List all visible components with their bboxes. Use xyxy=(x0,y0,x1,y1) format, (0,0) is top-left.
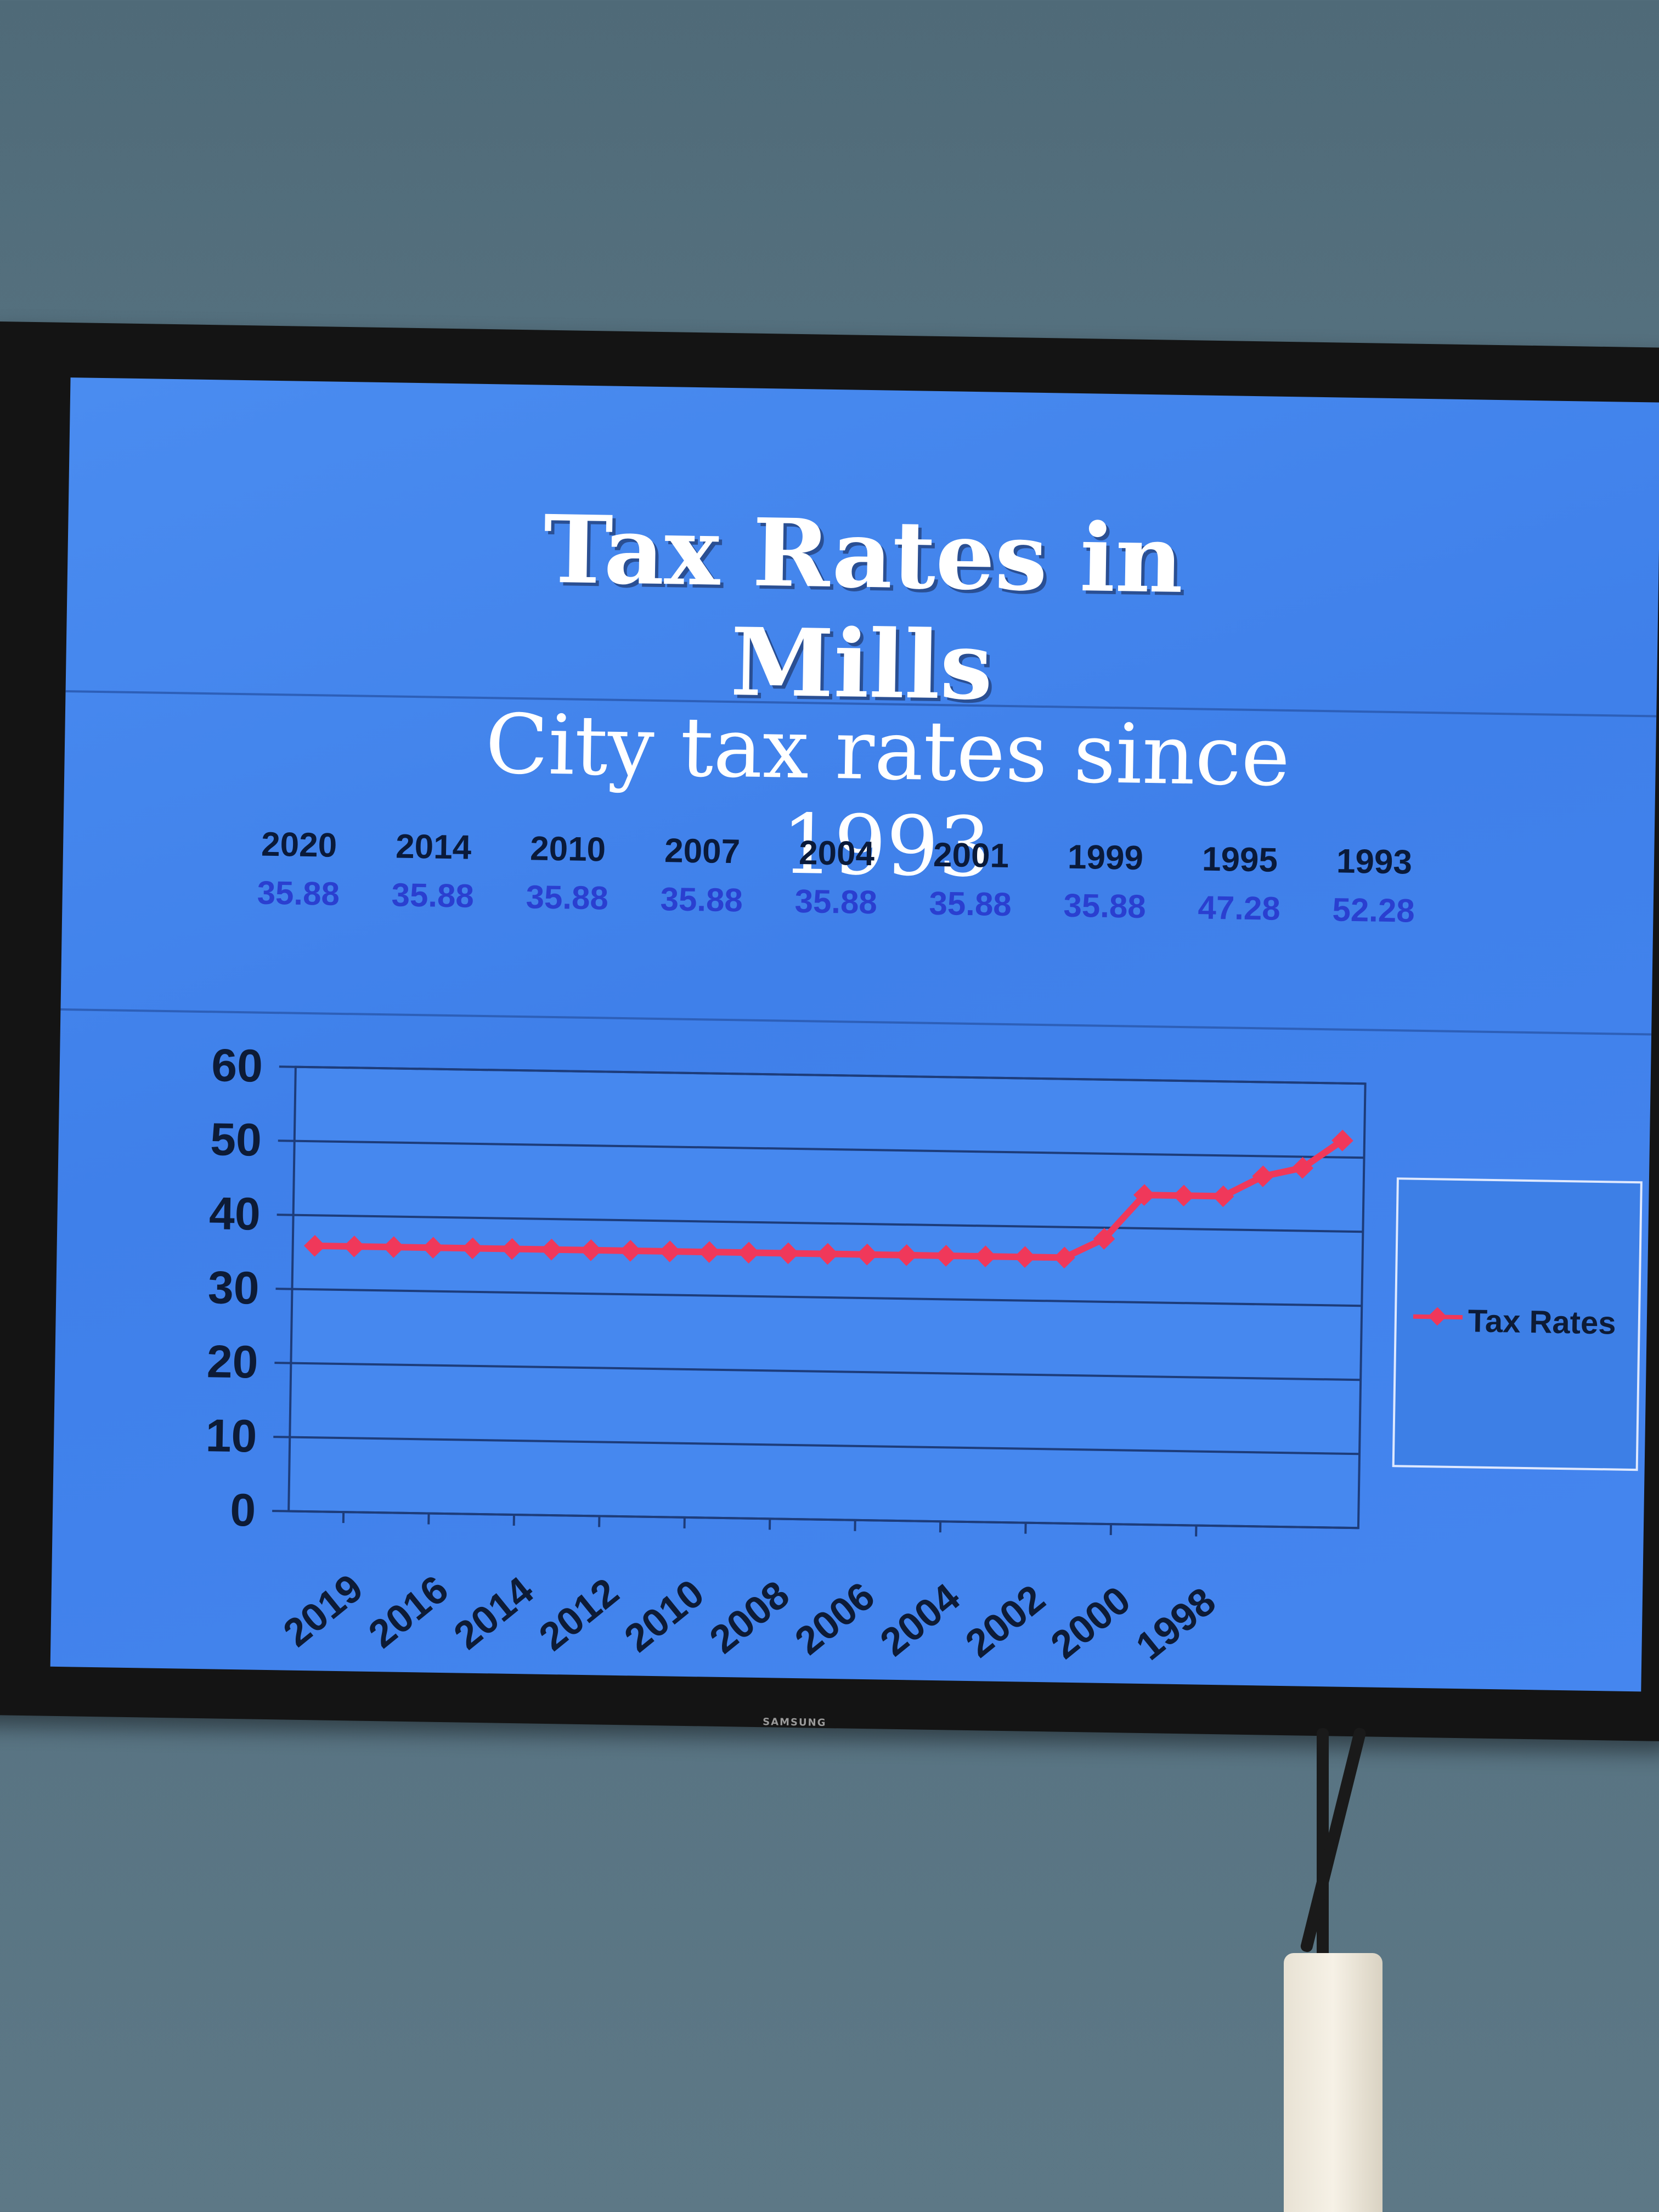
rates-table-column: 2020 35.88 xyxy=(238,825,359,913)
x-tick-label: 2014 xyxy=(446,1568,542,1658)
rates-table-year: 2004 xyxy=(798,834,875,873)
y-tick-label: 30 xyxy=(207,1261,259,1313)
tax-rates-data-point xyxy=(856,1243,878,1266)
y-gridline xyxy=(272,1510,1358,1530)
tax-rates-data-point xyxy=(1133,1184,1155,1206)
rates-table-year: 2007 xyxy=(664,832,741,871)
tv-frame: Tax Rates in Mills City tax rates since … xyxy=(0,321,1659,1742)
rates-table-rate: 35.88 xyxy=(391,876,475,915)
rates-table-column: 1995 47.28 xyxy=(1178,839,1300,928)
tax-rates-data-point xyxy=(1291,1156,1314,1179)
y-tick-label: 0 xyxy=(230,1484,256,1536)
x-tick-label: 2019 xyxy=(275,1566,371,1655)
tax-rates-data-point xyxy=(1053,1246,1075,1269)
tax-rates-data-point xyxy=(1212,1185,1234,1207)
rates-table-year: 1999 xyxy=(1067,838,1144,877)
rates-table-year: 1995 xyxy=(1201,840,1278,879)
rates-table-year: 1993 xyxy=(1336,842,1413,882)
tax-rates-data-point xyxy=(1093,1228,1115,1250)
rates-table-rate: 35.88 xyxy=(1063,887,1147,925)
rates-table-rate: 35.88 xyxy=(929,884,1012,923)
rates-table-column: 2001 35.88 xyxy=(910,835,1031,923)
x-tick-label: 1998 xyxy=(1128,1579,1224,1669)
rates-table-column: 2007 35.88 xyxy=(641,831,763,919)
tax-rates-data-point xyxy=(580,1239,602,1261)
tax-rates-data-point xyxy=(619,1240,641,1262)
rates-table-column: 2014 35.88 xyxy=(372,827,494,915)
x-tick-label: 2006 xyxy=(787,1574,883,1663)
x-tick-label: 2002 xyxy=(957,1577,1053,1666)
rates-table-column: 2004 35.88 xyxy=(775,833,897,921)
slide-title: Tax Rates in Mills xyxy=(543,494,1184,721)
y-gridline xyxy=(273,1436,1360,1455)
chart-legend: Tax Rates xyxy=(1392,1177,1643,1471)
rates-table-rate: 52.28 xyxy=(1331,891,1415,929)
tax-rates-data-point xyxy=(540,1238,563,1261)
y-gridline xyxy=(278,1139,1364,1159)
x-tick-label: 2004 xyxy=(872,1575,968,1664)
x-tick-label: 2010 xyxy=(617,1571,713,1661)
tax-rates-data-point xyxy=(698,1241,720,1263)
cable-conduit xyxy=(1284,1953,1383,2212)
x-tick-label: 2008 xyxy=(702,1572,798,1662)
tax-rates-data-point xyxy=(816,1243,839,1265)
tax-rates-data-point xyxy=(501,1238,523,1260)
y-tick-label: 60 xyxy=(211,1039,263,1091)
tax-rates-data-point xyxy=(303,1235,326,1257)
rates-table-year: 2020 xyxy=(261,825,337,865)
rates-table-year: 2001 xyxy=(933,836,1009,876)
y-tick-label: 50 xyxy=(210,1113,262,1165)
y-tick-label: 10 xyxy=(205,1409,257,1462)
tax-rates-data-point xyxy=(1014,1246,1036,1268)
tax-rates-data-point xyxy=(935,1245,957,1267)
tax-rates-data-point xyxy=(738,1242,760,1264)
tv-brand-logo: SAMSUNG xyxy=(763,1716,827,1729)
rates-table-column: 1993 52.28 xyxy=(1313,842,1435,930)
x-tick-label: 2000 xyxy=(1043,1578,1139,1667)
tax-rate-chart: 0102030405060201920162014201220102008200… xyxy=(205,1039,1367,1669)
tax-rates-data-point xyxy=(659,1240,681,1262)
tax-rates-data-point xyxy=(895,1244,918,1266)
tax-rates-data-point xyxy=(1252,1165,1274,1187)
x-tick-label: 2016 xyxy=(360,1567,456,1657)
tax-rates-data-point xyxy=(1331,1130,1353,1152)
tax-rates-data-point xyxy=(974,1245,997,1267)
tax-rates-data-point xyxy=(422,1237,444,1259)
rates-table-year: 2014 xyxy=(395,827,472,867)
y-tick-label: 20 xyxy=(206,1335,258,1387)
rates-table-rate: 35.88 xyxy=(660,881,743,919)
rates-table-column: 2010 35.88 xyxy=(506,829,628,917)
y-gridline xyxy=(279,1065,1365,1085)
rates-table-rate: 35.88 xyxy=(257,874,340,912)
tax-rates-data-point xyxy=(777,1242,799,1265)
y-gridline xyxy=(274,1362,1361,1381)
legend-label: Tax Rates xyxy=(1468,1303,1617,1341)
rates-table-rate: 35.88 xyxy=(526,878,609,917)
tax-rates-data-point xyxy=(343,1235,365,1257)
rates-table-rate: 35.88 xyxy=(794,882,878,921)
rates-table-year: 2010 xyxy=(529,830,606,869)
tax-rates-data-point xyxy=(1172,1184,1195,1207)
y-tick-label: 40 xyxy=(208,1187,261,1239)
y-gridline xyxy=(276,1214,1363,1233)
x-tick-label: 2012 xyxy=(531,1570,627,1660)
legend-marker-icon xyxy=(1428,1307,1447,1326)
y-gridline xyxy=(275,1288,1362,1307)
tax-rates-data-point xyxy=(461,1237,484,1260)
rates-table-column: 1999 35.88 xyxy=(1044,837,1166,926)
rates-table-rate: 47.28 xyxy=(1198,889,1281,927)
tax-rates-data-point xyxy=(382,1236,405,1258)
slide-screen: Tax Rates in Mills City tax rates since … xyxy=(50,377,1659,1692)
